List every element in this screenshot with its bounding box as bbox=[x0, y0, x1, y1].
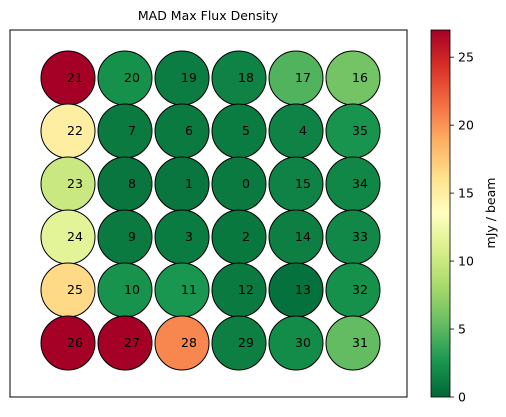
cell-label-0: 0 bbox=[242, 176, 250, 191]
cell-label-9: 9 bbox=[128, 229, 136, 244]
cell-label-8: 8 bbox=[128, 176, 136, 191]
cell-label-27: 27 bbox=[124, 335, 140, 350]
cell-label-15: 15 bbox=[295, 176, 311, 191]
cell-label-17: 17 bbox=[295, 70, 311, 85]
cell-label-4: 4 bbox=[299, 123, 307, 138]
cell-label-16: 16 bbox=[352, 70, 368, 85]
cell-label-18: 18 bbox=[238, 70, 254, 85]
cell-label-1: 1 bbox=[185, 176, 193, 191]
cell-circle-9 bbox=[97, 209, 153, 265]
cell-label-5: 5 bbox=[242, 123, 250, 138]
cell-label-33: 33 bbox=[352, 229, 368, 244]
colorbar-tick-label-15: 15 bbox=[458, 186, 474, 201]
cell-label-10: 10 bbox=[124, 282, 140, 297]
colorbar-tick-label-20: 20 bbox=[458, 118, 474, 133]
cell-label-2: 2 bbox=[242, 229, 250, 244]
cell-circle-29 bbox=[211, 315, 267, 371]
cell-label-23: 23 bbox=[67, 176, 83, 191]
cell-label-19: 19 bbox=[181, 70, 197, 85]
cell-circle-2 bbox=[211, 209, 267, 265]
cell-label-34: 34 bbox=[352, 176, 368, 191]
cell-circle-3 bbox=[154, 209, 210, 265]
cell-label-25: 25 bbox=[67, 282, 83, 297]
cell-label-7: 7 bbox=[128, 123, 136, 138]
cell-circle-26 bbox=[40, 315, 96, 371]
cell-label-21: 21 bbox=[67, 70, 83, 85]
cell-label-28: 28 bbox=[181, 335, 197, 350]
cell-label-12: 12 bbox=[238, 282, 254, 297]
colorbar-tick-label-10: 10 bbox=[458, 254, 474, 269]
cell-circle-7 bbox=[97, 103, 153, 159]
cell-circle-4 bbox=[268, 103, 324, 159]
cell-label-14: 14 bbox=[295, 229, 311, 244]
colorbar-ticks: 0 5 10 15 20 25 bbox=[450, 50, 474, 405]
cell-label-11: 11 bbox=[181, 282, 197, 297]
cell-circle-6 bbox=[154, 103, 210, 159]
cell-label-3: 3 bbox=[185, 229, 193, 244]
cell-circle-0 bbox=[211, 156, 267, 212]
cell-label-29: 29 bbox=[238, 335, 254, 350]
cell-label-30: 30 bbox=[295, 335, 311, 350]
cell-label-24: 24 bbox=[67, 229, 83, 244]
cell-circle-30 bbox=[268, 315, 324, 371]
colorbar-tick-label-25: 25 bbox=[458, 50, 474, 65]
colorbar-label: mJy / beam bbox=[483, 178, 498, 249]
colorbar-tick-label-0: 0 bbox=[458, 390, 466, 405]
cell-circle-5 bbox=[211, 103, 267, 159]
cell-label-6: 6 bbox=[185, 123, 193, 138]
cell-label-35: 35 bbox=[352, 123, 368, 138]
cell-label-32: 32 bbox=[352, 282, 368, 297]
cell-label-22: 22 bbox=[67, 123, 83, 138]
colorbar-tick-label-5: 5 bbox=[458, 322, 466, 337]
cell-label-26: 26 bbox=[67, 335, 83, 350]
cell-circle-31 bbox=[325, 315, 381, 371]
cell-circle-28 bbox=[154, 315, 210, 371]
cell-circle-27 bbox=[97, 315, 153, 371]
cell-label-20: 20 bbox=[124, 70, 140, 85]
cell-circle-8 bbox=[97, 156, 153, 212]
colorbar bbox=[430, 29, 451, 398]
cell-label-31: 31 bbox=[352, 335, 368, 350]
cell-label-13: 13 bbox=[295, 282, 311, 297]
chart-title: MAD Max Flux Density bbox=[138, 8, 279, 23]
cell-circle-1 bbox=[154, 156, 210, 212]
